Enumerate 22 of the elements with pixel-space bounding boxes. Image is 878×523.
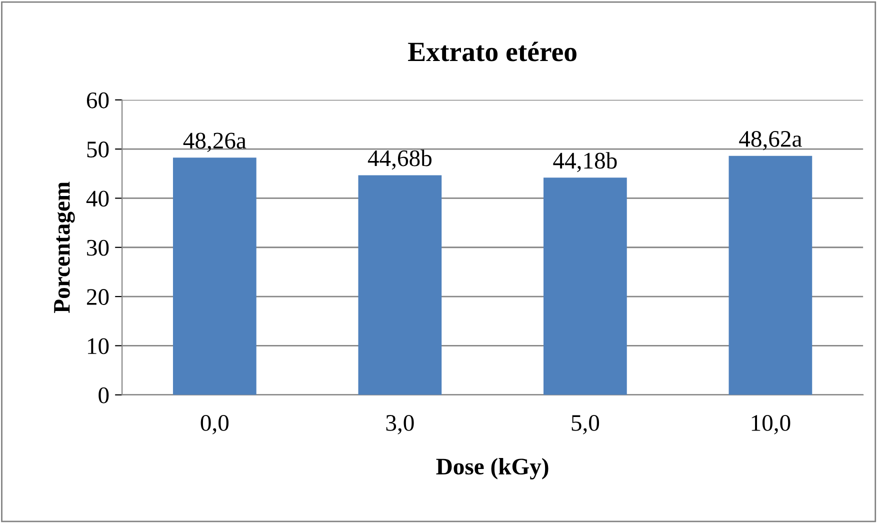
data-label: 44,68b: [368, 150, 432, 170]
bar: [172, 158, 256, 395]
x-tick-label: 0,0: [200, 414, 229, 434]
bar: [544, 178, 627, 395]
y-tick-label: 30: [87, 240, 109, 256]
x-axis-title: Dose (kGy): [436, 458, 548, 480]
y-tick-label: 0: [98, 387, 109, 404]
chart-title: Extrato etéreo: [408, 42, 576, 62]
y-tick-label: 60: [86, 92, 109, 108]
bar: [358, 175, 442, 395]
data-label: 48,62a: [739, 130, 802, 150]
bar: [728, 156, 812, 395]
y-tick-label: 40: [86, 190, 109, 207]
y-tick-label: 10: [88, 338, 109, 354]
y-axis-title: Porcentagem: [54, 182, 75, 313]
x-tick-label: 10,0: [752, 414, 790, 434]
y-tick-label: 20: [86, 289, 109, 305]
data-label: 44,18b: [553, 152, 617, 172]
x-tick-label: 3,0: [386, 414, 414, 434]
data-label: 48,26a: [183, 132, 246, 152]
x-tick-label: 5,0: [572, 414, 600, 434]
y-tick-label: 50: [87, 142, 109, 158]
